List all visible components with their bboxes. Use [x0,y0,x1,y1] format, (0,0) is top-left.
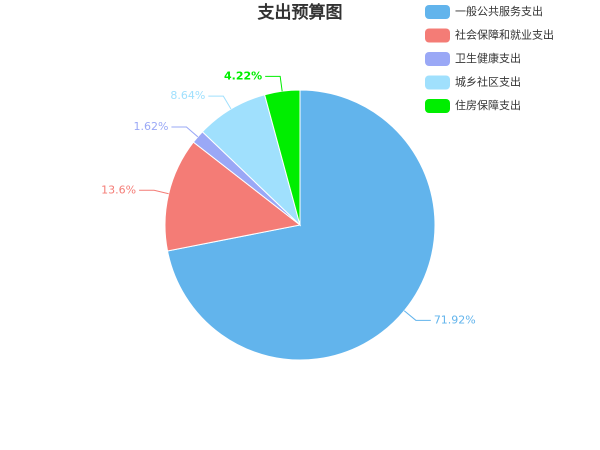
legend-swatch[interactable] [425,99,450,113]
data-label: 8.64% [170,89,205,102]
legend-swatch[interactable] [425,28,450,43]
leader-line [403,310,431,321]
legend-label[interactable]: 住房保障支出 [455,98,521,112]
data-label: 1.62% [133,120,168,133]
pie-slice [264,89,301,226]
legend-label[interactable]: 社会保障和就业支出 [455,28,554,42]
legend-swatch[interactable] [425,52,450,66]
leader-line [139,189,169,195]
data-label: 4.22% [224,69,262,82]
legend-label[interactable]: 一般公共服务支出 [455,4,543,18]
chart-title: 支出预算图 [258,2,343,23]
legend-swatch[interactable] [425,5,450,19]
legend-label[interactable]: 城乡社区支出 [455,75,521,89]
legend-label[interactable]: 卫生健康支出 [455,51,521,65]
leader-line [208,95,232,110]
data-label: 13.6% [101,183,136,196]
leader-line [265,75,283,92]
pie-slice [166,89,436,361]
leader-line [171,126,199,138]
pie-slice [164,141,302,252]
legend-swatch[interactable] [425,75,450,90]
data-label: 71.92% [434,313,476,326]
